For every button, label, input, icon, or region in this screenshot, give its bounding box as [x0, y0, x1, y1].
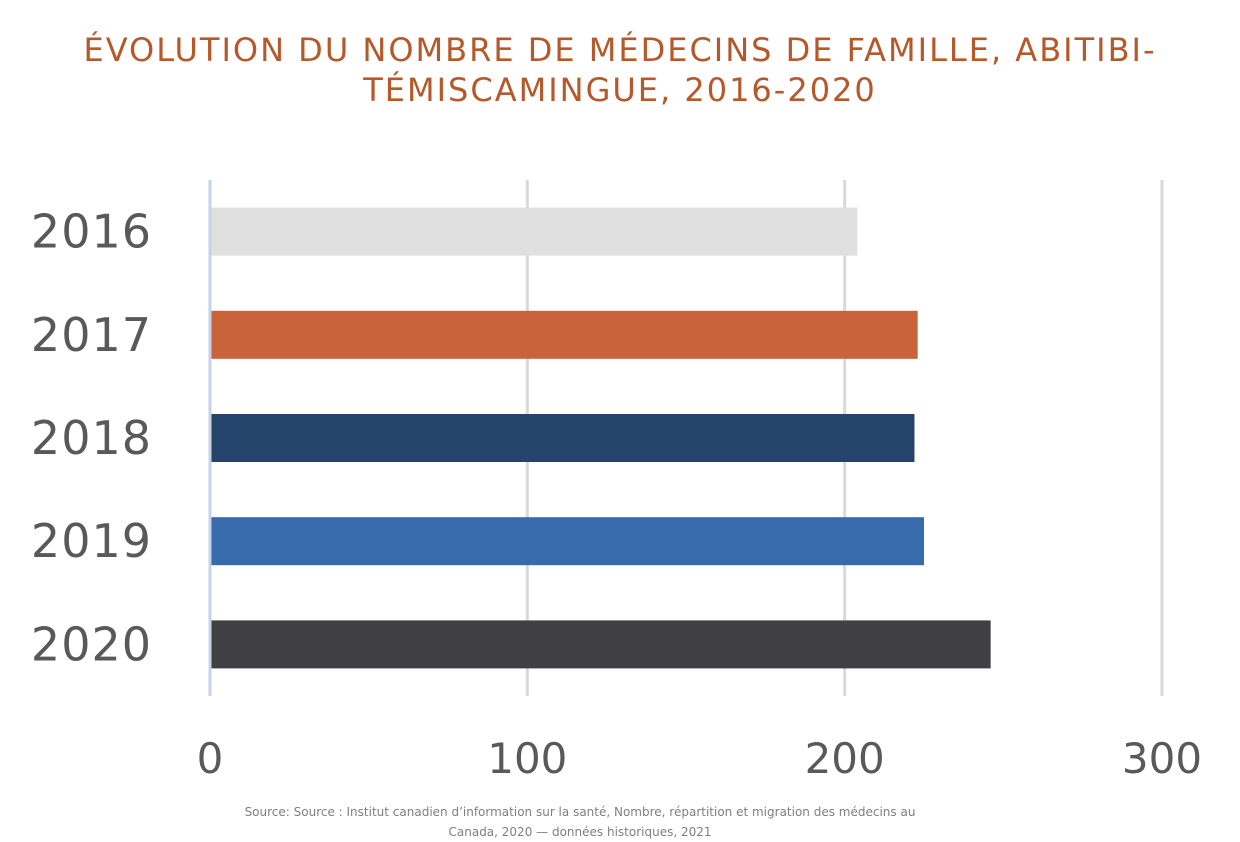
bar-2017	[211, 310, 918, 359]
tick-label-200: 200	[805, 734, 885, 783]
category-label-2020: 2020	[31, 617, 152, 671]
category-label-2018: 2018	[31, 411, 152, 465]
bar-2016	[211, 207, 858, 256]
tick-label-300: 300	[1122, 734, 1202, 783]
category-label-2017: 2017	[31, 308, 152, 362]
chart-title: ÉVOLUTION DU NOMBRE DE MÉDECINS DE FAMIL…	[83, 31, 1157, 109]
source-note: Source: Source : Institut canadien d’inf…	[244, 805, 916, 839]
tick-labels: 0 100 200 300	[197, 734, 1202, 783]
bar-2018	[211, 414, 915, 462]
category-label-2016: 2016	[31, 205, 152, 259]
bar-2020	[211, 620, 991, 669]
tick-label-0: 0	[197, 734, 224, 783]
tick-label-100: 100	[487, 734, 567, 783]
bars	[211, 207, 991, 669]
category-label-2019: 2019	[31, 514, 152, 568]
category-labels: 2016 2017 2018 2019 2020	[31, 205, 152, 672]
bar-2019	[211, 517, 924, 566]
bar-chart: 2016 2017 2018 2019 2020 0 100 200 300	[31, 180, 1202, 783]
